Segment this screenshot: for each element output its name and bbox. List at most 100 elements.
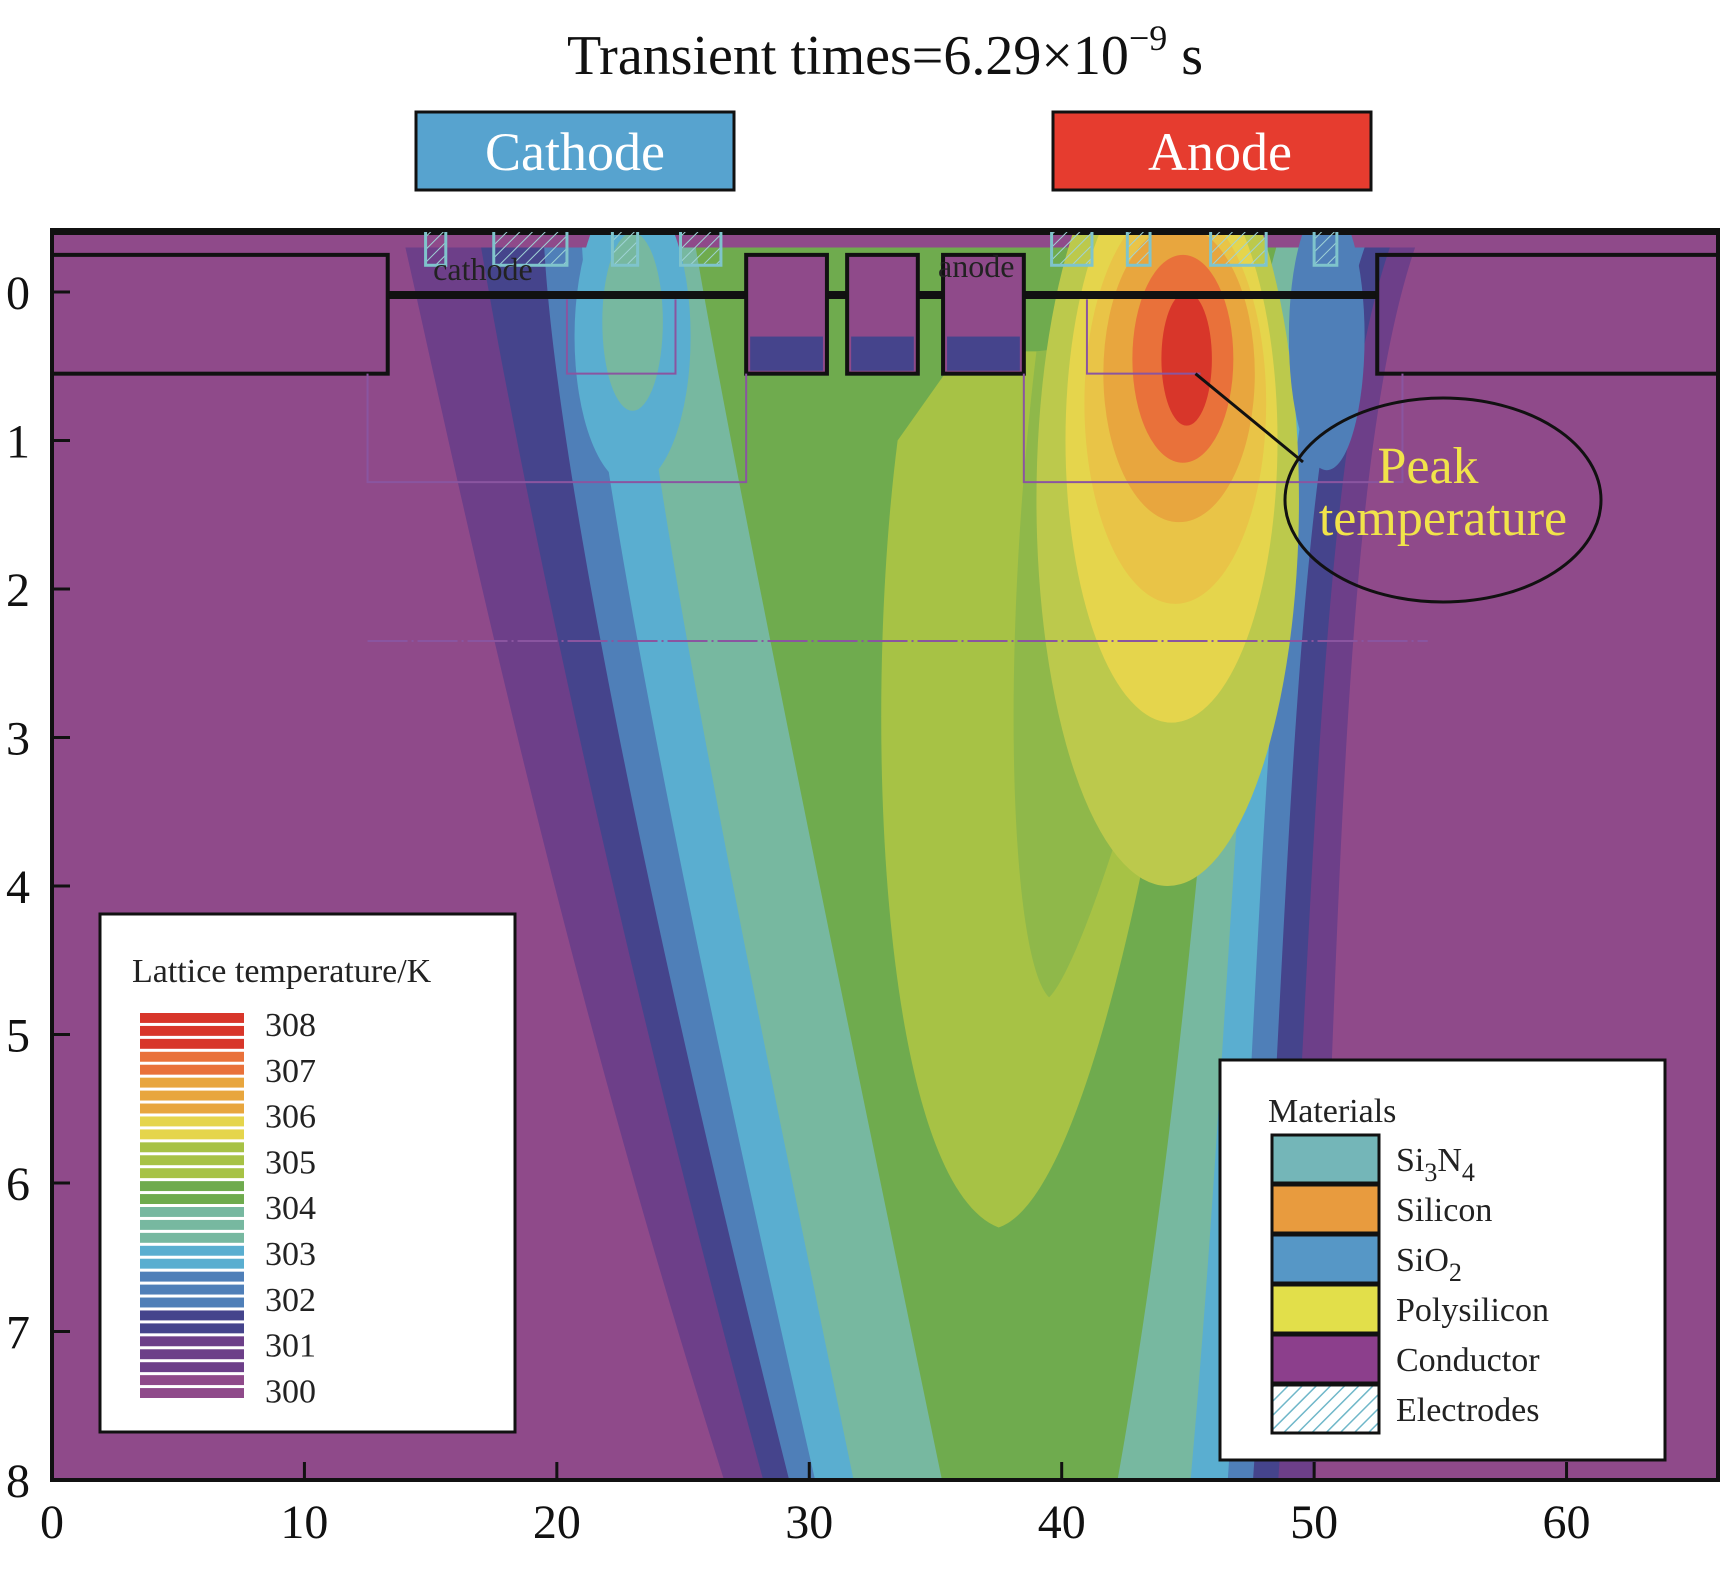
x-tick-label-30: 30	[785, 1496, 833, 1549]
material-label-4: Conductor	[1396, 1342, 1540, 1379]
y-axis: 0 1 2 3 4 5 6 7 8	[6, 267, 70, 1508]
material-label-3: Polysilicon	[1396, 1292, 1549, 1329]
y-tick-label-4: 4	[6, 861, 30, 914]
colorbar-strip-5	[140, 1077, 244, 1088]
y-tick-label-2: 2	[6, 564, 30, 617]
x-tick-label-0: 0	[40, 1496, 64, 1549]
electrode-pad-5	[1125, 230, 1152, 267]
colorbar-strip-3	[140, 1051, 244, 1062]
electrode-pad-1	[492, 230, 569, 267]
material-label-1: Silicon	[1396, 1192, 1492, 1229]
colorbar-strip-13	[140, 1181, 244, 1192]
y-tick-label-6: 6	[6, 1158, 30, 1211]
colorbar-strip-8	[140, 1116, 244, 1127]
cathode-bulb-inner	[602, 232, 663, 411]
x-tick-label-50: 50	[1290, 1496, 1338, 1549]
anode-label-group: Anode	[1051, 110, 1373, 192]
electrode-pad-4	[1050, 230, 1094, 267]
colorbar-tick-300: 300	[265, 1373, 316, 1410]
colorbar-tick-301: 301	[265, 1328, 316, 1365]
material-swatch-0	[1270, 1133, 1381, 1185]
annotation-ellipse	[1283, 396, 1603, 604]
colorbar-strip-14	[140, 1194, 244, 1204]
colorbar-strip-25	[140, 1336, 244, 1347]
material-label-2: SiO2	[1396, 1242, 1462, 1287]
anode-side-bulb	[1288, 230, 1365, 471]
title-exponent: −9	[1129, 18, 1167, 58]
anode-label: Anode	[1148, 122, 1292, 182]
title-prefix: Transient times=6.29×10	[567, 25, 1129, 87]
colorbar-strip-9	[140, 1129, 244, 1140]
electrode-pad-0	[424, 230, 448, 267]
y-tick-label-8: 8	[6, 1455, 30, 1508]
trench-bottom-2	[947, 336, 1020, 371]
trench-bottom-1	[851, 336, 914, 371]
colorbar-strip-4	[140, 1064, 244, 1075]
colorbar-strip-16	[140, 1219, 244, 1230]
material-swatch-2	[1270, 1233, 1381, 1285]
colorbar-strip-6	[140, 1090, 244, 1101]
colorbar-legend: Lattice temperature/K 308 307 306 305 304 303…	[98, 912, 517, 1434]
colorbar-strip-26	[140, 1349, 244, 1360]
colorbar-title: Lattice temperature/K	[132, 953, 432, 990]
plot-area: cathode anode	[52, 230, 1718, 1480]
isolation-box-1	[1375, 252, 1718, 376]
materials-items: Si3N4 Silicon SiO2 Polysilicon Conductor Elec…	[1270, 1133, 1549, 1435]
x-axis: 0 10 20 30 40 50 60	[40, 1462, 1591, 1549]
electrode-pad-7	[1312, 230, 1339, 267]
electrode-pad-2	[610, 230, 640, 267]
hotspot-band-5	[1161, 292, 1212, 426]
colorbar-strip-2	[140, 1038, 244, 1049]
material-swatch-5	[1270, 1383, 1381, 1435]
trench-bottom-0	[750, 336, 823, 371]
colorbar-strip-12	[140, 1168, 244, 1179]
colorbar-tick-306: 306	[265, 1099, 316, 1136]
x-tick-label-10: 10	[280, 1496, 328, 1549]
temperature-field	[52, 230, 1718, 1480]
colorbar-strip-17	[140, 1232, 244, 1243]
x-tick-label-20: 20	[533, 1496, 581, 1549]
colorbar-strip-19	[140, 1258, 244, 1269]
colorbar-strip-1	[140, 1025, 244, 1036]
isolation-box-0	[52, 252, 390, 376]
material-swatch-3	[1270, 1283, 1381, 1335]
material-label-5: Electrodes	[1396, 1392, 1540, 1429]
colorbar-tick-302: 302	[265, 1282, 316, 1319]
plot-frame	[50, 228, 1720, 1482]
anode-doping-outline	[1085, 299, 1201, 375]
colorbar-tick-305: 305	[265, 1144, 316, 1181]
y-tick-label-7: 7	[6, 1307, 30, 1360]
electrode-pad-3	[679, 230, 723, 267]
colorbar-strip-28	[140, 1375, 244, 1386]
colorbar-strip-10	[140, 1142, 244, 1153]
colorbar-strip-27	[140, 1362, 244, 1373]
cathode-small-label: cathode	[433, 251, 533, 287]
cathode-label: Cathode	[485, 122, 665, 182]
cathode-box	[414, 110, 736, 192]
annotation-leader-line	[1194, 372, 1304, 464]
colorbar-strip-15	[140, 1207, 244, 1217]
x-tick-label-40: 40	[1038, 1496, 1086, 1549]
chart-title: Transient times=6.29×10−9 s	[567, 18, 1203, 87]
colorbar-strip-0	[140, 1013, 244, 1023]
colorbar-tick-308: 308	[265, 1007, 316, 1044]
colorbar-strip-11	[140, 1155, 244, 1166]
peak-temperature-annotation: Peak temperature	[1194, 372, 1603, 604]
colorbar-strip-7	[140, 1103, 244, 1114]
colorbar-strip-21	[140, 1284, 244, 1295]
colorbar-strip-20	[140, 1271, 244, 1282]
materials-title: Materials	[1268, 1093, 1396, 1130]
cathode-doping-outline	[565, 299, 677, 375]
x-tick-label-60: 60	[1543, 1496, 1591, 1549]
colorbar-tick-304: 304	[265, 1190, 316, 1227]
y-tick-label-1: 1	[6, 416, 30, 469]
title-suffix: s	[1167, 25, 1203, 87]
colorbar-strip-29	[140, 1388, 244, 1398]
colorbar-strip-23	[140, 1310, 244, 1321]
anode-box	[1051, 110, 1373, 192]
electrode-pad-6	[1209, 230, 1268, 267]
material-label-0: Si3N4	[1396, 1142, 1475, 1187]
y-tick-label-3: 3	[6, 713, 30, 766]
anode-small-label: anode	[938, 248, 1014, 284]
